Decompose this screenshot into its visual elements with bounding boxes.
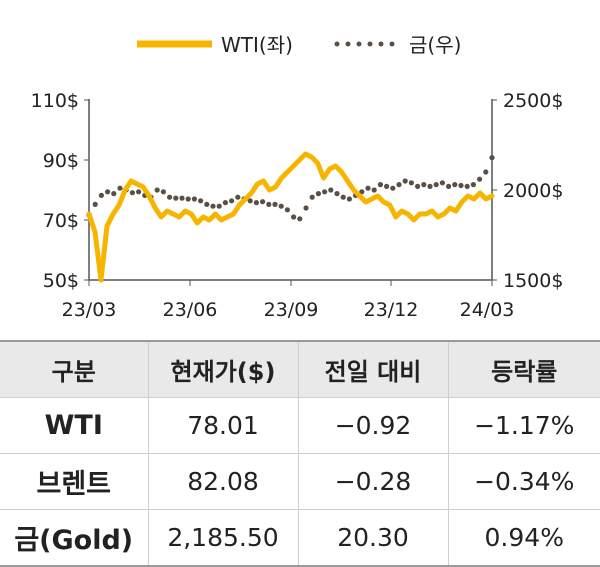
row-price: 78.01 [147, 397, 298, 454]
gold-point [216, 203, 222, 209]
gold-point [421, 182, 427, 188]
row-name: 금(Gold) [0, 509, 148, 567]
gold-point [284, 207, 290, 213]
gold-point [111, 191, 117, 197]
gold-point [365, 185, 371, 191]
x-tick-label: 23/03 [62, 299, 117, 321]
y-left-tick-label: 90$ [43, 150, 79, 172]
gold-point [483, 169, 489, 175]
gold-point [371, 187, 377, 193]
table-header-row: 구분 현재가($) 전일 대비 등락률 [0, 340, 600, 398]
row-name: 브렌트 [0, 453, 148, 510]
y-right-tick-label: 1500$ [503, 270, 563, 292]
gold-point [446, 183, 452, 189]
gold-point [204, 201, 210, 207]
gold-point [185, 196, 191, 202]
gold-point [179, 195, 185, 201]
gold-point [328, 187, 334, 193]
gold-point [346, 196, 352, 202]
gold-point [315, 191, 321, 197]
gold-point [470, 182, 476, 188]
gold-point [427, 183, 433, 189]
gold-point [464, 183, 470, 189]
wti-series [86, 151, 495, 283]
oil-gold-chart: WTI(좌) 금(우) 110$ 90$ 70$ 50$ 2500$ 2000$… [31, 33, 564, 321]
gold-point [136, 189, 142, 195]
y-right-tick-label: 2000$ [503, 180, 563, 202]
gold-point [396, 182, 402, 188]
gold-point [247, 198, 253, 204]
header-price: 현재가($) [147, 340, 298, 398]
wti-line [86, 151, 495, 283]
gold-point [229, 198, 235, 204]
gold-point [390, 185, 396, 191]
gold-point [309, 194, 315, 200]
gold-point [384, 183, 390, 189]
gold-point [334, 191, 340, 197]
row-change: −0.28 [297, 453, 448, 510]
gold-point [408, 180, 414, 186]
gold-point [322, 189, 328, 195]
gold-point [377, 182, 383, 188]
gold-point [222, 200, 228, 206]
gold-point [154, 187, 160, 193]
gold-point [167, 194, 173, 200]
table-row: 브렌트 82.08 −0.28 −0.34% [0, 453, 600, 510]
gold-point [266, 201, 272, 207]
row-rate: 0.94% [447, 509, 600, 567]
header-category: 구분 [0, 340, 148, 398]
row-name: WTI [0, 397, 148, 454]
gold-point [458, 182, 464, 189]
row-change: 20.30 [297, 509, 448, 567]
x-tick-label: 23/12 [364, 299, 419, 321]
row-rate: −1.17% [447, 397, 600, 454]
gold-point [489, 155, 495, 161]
gold-point [340, 194, 346, 200]
table-row: WTI 78.01 −0.92 −1.17% [0, 397, 600, 454]
gold-point [278, 203, 284, 209]
table-row: 금(Gold) 2,185.50 20.30 0.94% [0, 509, 600, 567]
y-left-tick-label: 70$ [43, 210, 79, 232]
gold-point [235, 194, 241, 200]
y-right-tick-label: 2500$ [503, 90, 563, 112]
gold-point [359, 189, 365, 195]
y-left-tick-label: 50$ [43, 270, 79, 292]
x-tick-label: 23/06 [163, 299, 218, 321]
price-table: 구분 현재가($) 전일 대비 등락률 WTI 78.01 −0.92 −1.1… [0, 340, 600, 567]
legend-wti-label: WTI(좌) [221, 33, 293, 57]
gold-point [297, 216, 303, 222]
gold-point [191, 196, 197, 202]
gold-point [433, 182, 439, 188]
gold-point [117, 185, 123, 191]
y-left-tick-label: 110$ [31, 90, 79, 112]
gold-point [415, 183, 421, 189]
gold-point [272, 201, 278, 207]
row-price: 2,185.50 [147, 509, 298, 567]
gold-point [260, 199, 266, 205]
gold-point [92, 201, 98, 207]
row-price: 82.08 [147, 453, 298, 510]
x-tick-label: 23/09 [264, 299, 319, 321]
gold-point [173, 195, 179, 201]
legend-gold-label: 금(우) [409, 33, 461, 57]
gold-point [452, 182, 458, 188]
gold-point [198, 198, 204, 204]
row-rate: −0.34% [447, 453, 600, 510]
gold-point [439, 180, 445, 186]
header-rate: 등락률 [447, 340, 600, 398]
gold-point [477, 176, 483, 182]
gold-point [402, 178, 408, 184]
gold-point [303, 205, 309, 211]
gold-point [129, 190, 135, 196]
gold-point [98, 192, 104, 198]
row-change: −0.92 [297, 397, 448, 454]
x-tick-label: 24/03 [460, 299, 515, 321]
gold-point [160, 189, 166, 195]
gold-point [210, 203, 216, 209]
gold-point [291, 214, 297, 220]
header-change: 전일 대비 [297, 340, 448, 398]
gold-point [253, 200, 259, 206]
gold-point [105, 189, 111, 195]
